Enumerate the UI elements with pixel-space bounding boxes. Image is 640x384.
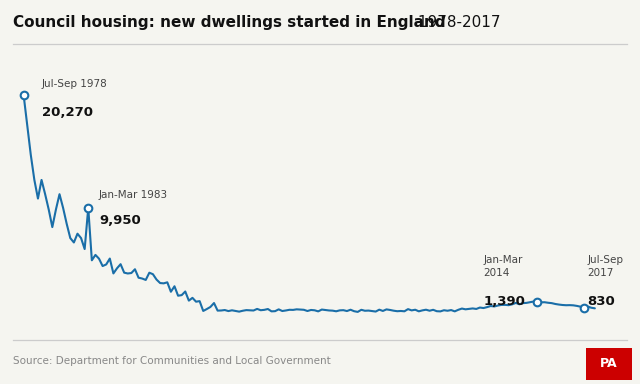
- Text: Jul-Sep 1978: Jul-Sep 1978: [42, 79, 108, 89]
- Text: 1978-2017: 1978-2017: [413, 15, 500, 30]
- Text: Council housing: new dwellings started in England: Council housing: new dwellings started i…: [13, 15, 445, 30]
- Text: 20,270: 20,270: [42, 106, 93, 119]
- Text: Source: Department for Communities and Local Government: Source: Department for Communities and L…: [13, 356, 330, 366]
- Text: Jan-Mar
2014: Jan-Mar 2014: [483, 255, 523, 278]
- Text: 1,390: 1,390: [483, 295, 525, 308]
- Text: PA: PA: [600, 358, 618, 370]
- Text: Jan-Mar 1983: Jan-Mar 1983: [99, 190, 168, 200]
- Text: 9,950: 9,950: [99, 214, 141, 227]
- Text: Jul-Sep
2017: Jul-Sep 2017: [588, 255, 623, 278]
- Text: 830: 830: [588, 295, 616, 308]
